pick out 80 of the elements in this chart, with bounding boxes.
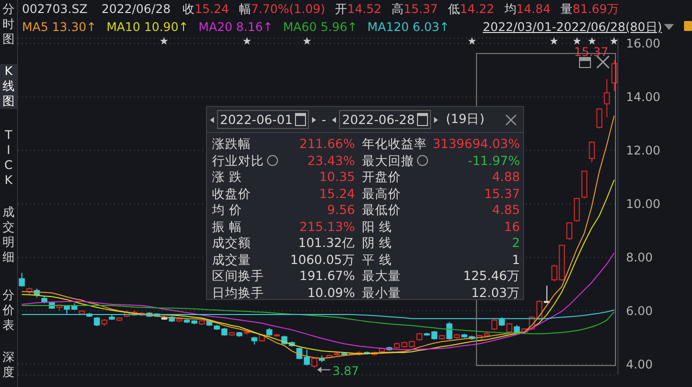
annotation: 101.32亿 — [298, 235, 355, 251]
annotation: 收盘价 — [212, 186, 251, 202]
text: MA5 13.30↑ — [22, 20, 96, 34]
text: 81.69万 — [572, 2, 619, 16]
text: 14.52 — [347, 2, 382, 16]
annotation: 行业对比 — [212, 152, 265, 168]
annotation: 年化收益率 — [362, 136, 427, 152]
annotation: 成交量 — [212, 252, 251, 268]
annotation: 4.85 — [492, 202, 520, 218]
y-tick-label: 8.00 — [626, 250, 653, 265]
annotation: 215.13% — [299, 218, 355, 234]
text: 15.24 — [194, 2, 229, 16]
annotation: 4.88 — [492, 169, 520, 185]
y-tick-label: 12.00 — [626, 144, 660, 158]
text: 均 — [504, 2, 516, 16]
annotation: 成交额 — [212, 235, 251, 251]
text: MA120 6.03↑ — [367, 20, 450, 34]
text: 幅 — [239, 2, 251, 16]
chart-subtitle: 2022/03/01-2022/06/28(80日) — [482, 19, 662, 35]
text: 2022/06/28 — [101, 2, 171, 16]
annotation: 10.09% — [307, 284, 355, 300]
annotation: 平 线 — [362, 252, 392, 268]
annotation: -11.97% — [468, 152, 520, 168]
annotation: - — [322, 112, 326, 127]
annotation: 1 — [512, 252, 520, 268]
annotation: 涨跌幅 — [212, 136, 251, 152]
annotation: 10.35 — [319, 169, 355, 185]
annotation: 最大量 — [362, 268, 401, 284]
text: 14.84 — [516, 2, 551, 16]
annotation: 区间换手 — [212, 268, 264, 284]
text: 收 — [182, 2, 195, 16]
annotation: 阳 线 — [362, 218, 392, 234]
y-tick-label: 6.00 — [626, 304, 653, 318]
text: 分时图 — [2, 2, 16, 47]
text: 高 — [392, 2, 404, 16]
y-tick-label: 10.00 — [626, 197, 660, 212]
annotation: 均 价 — [212, 202, 242, 218]
annotation: 最低价 — [362, 202, 401, 218]
annotation: 16 — [504, 218, 520, 234]
annotation: 振 幅 — [212, 218, 242, 234]
text: 成交明细 — [2, 205, 16, 265]
text: 7.70%(1.09) — [251, 2, 326, 16]
annotation: 211.66% — [299, 136, 355, 152]
text: 15.37 — [404, 2, 438, 16]
annotation: 2022-06-28 — [342, 111, 415, 128]
text: MA20 8.16↑ — [198, 20, 273, 34]
text: 低 — [448, 2, 460, 16]
annotation: 3.87 — [332, 364, 360, 378]
annotation: 125.46万 — [463, 268, 520, 284]
annotation: 最小量 — [362, 284, 401, 300]
annotation: 15.37 — [484, 186, 520, 202]
annotation: 阴 线 — [362, 235, 392, 251]
annotation: 191.67% — [299, 268, 355, 284]
text: 量 — [560, 2, 573, 16]
text: MA60 5.96↑ — [282, 20, 358, 34]
annotation: 日均换手 — [212, 284, 264, 300]
annotation: 23.43% — [307, 152, 355, 168]
chart-title: 002703.SZ — [22, 2, 88, 16]
text: TICK — [3, 128, 14, 188]
text: 14.22 — [460, 2, 494, 16]
annotation: 15.24 — [319, 186, 355, 202]
text: 分价表 — [2, 288, 16, 333]
annotation: (19日) — [446, 111, 484, 128]
annotation: 9.56 — [327, 202, 355, 218]
annotation: 2022-06-01 — [220, 111, 293, 128]
text: K线图 — [0, 64, 17, 109]
annotation: 3139694.03% — [432, 136, 520, 152]
annotation: 最高价 — [362, 186, 401, 202]
annotation: 最大回撤 — [362, 152, 415, 168]
annotation: 12.03万 — [471, 284, 520, 300]
y-tick-label: 16.00 — [626, 36, 660, 51]
annotation: 开盘价 — [362, 169, 401, 185]
y-tick-label: 14.00 — [626, 90, 660, 104]
text: 深度 — [2, 350, 16, 380]
annotation: 1060.05万 — [290, 252, 355, 268]
text: MA10 10.90↑ — [106, 20, 189, 34]
annotation: 涨 跌 — [212, 169, 242, 185]
text: 开 — [335, 2, 348, 16]
y-tick-label: 4.00 — [626, 358, 653, 372]
annotation: 2 — [512, 235, 520, 251]
